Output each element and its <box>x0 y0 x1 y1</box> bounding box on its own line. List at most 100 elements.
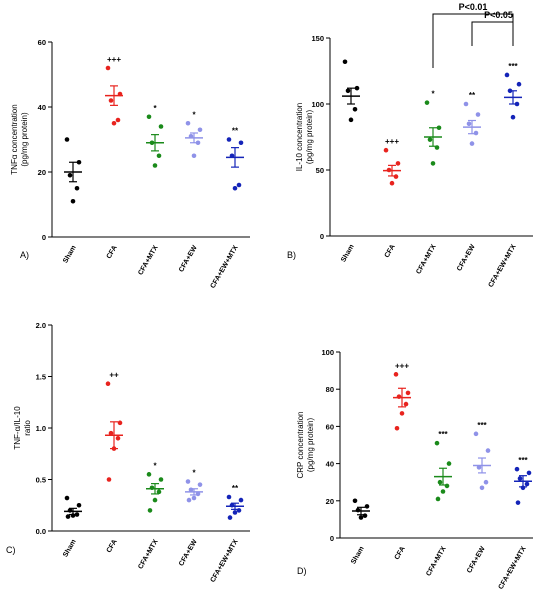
data-point <box>430 161 436 166</box>
y-tick-label: 80 <box>326 385 334 394</box>
series-Sham: Sham <box>350 498 370 566</box>
data-point <box>473 130 479 136</box>
category-label: Sham <box>62 539 78 559</box>
significance-label: +++ <box>385 137 399 146</box>
series-CFA+MTX: * CFA+MTX <box>137 104 164 276</box>
category-label: CFA+MTX <box>137 538 160 570</box>
data-point <box>67 172 73 178</box>
series-CFA+EW: ** CFA+EW <box>456 91 481 272</box>
panel-1: 0 20 40 60 TNFα concentration(pg/mg protein)… <box>10 38 250 290</box>
data-point <box>514 466 520 472</box>
data-point <box>76 159 82 165</box>
y-tick-label: 0 <box>330 534 334 543</box>
data-point <box>236 508 242 513</box>
y-tick-label: 40 <box>38 103 46 112</box>
data-point <box>446 461 452 466</box>
data-point <box>395 161 401 166</box>
series-CFA+MTX: *** CFA+MTX <box>425 430 452 577</box>
data-point <box>74 512 80 517</box>
data-point <box>238 140 244 146</box>
data-point <box>64 137 70 142</box>
p-value-label: P<0.01 <box>459 2 488 12</box>
data-point <box>444 483 450 489</box>
significance-label: ** <box>232 127 239 136</box>
category-label: CFA+MTX <box>137 244 160 276</box>
significance-label: *** <box>518 456 528 465</box>
y-tick-label: 1.0 <box>36 424 46 433</box>
data-point <box>76 502 82 508</box>
data-point <box>65 514 71 519</box>
data-point <box>147 508 153 513</box>
data-point <box>111 120 117 126</box>
data-point <box>158 124 164 129</box>
data-point <box>515 500 521 505</box>
data-point <box>195 491 201 497</box>
significance-label: *** <box>508 62 518 71</box>
y-tick-label: 150 <box>311 34 324 43</box>
series-CFA+EW+MTX: ** CFA+EW+MTX <box>210 484 244 584</box>
y-tick-label: 60 <box>38 38 46 47</box>
data-point <box>115 117 121 123</box>
y-axis-title-line2: (pg/mg protein) <box>20 112 29 167</box>
data-point <box>191 495 197 501</box>
data-point <box>393 372 399 377</box>
data-point <box>352 498 358 504</box>
series-CFA+EW+MTX: *** CFA+EW+MTX <box>488 62 522 289</box>
data-point <box>115 436 121 441</box>
panel-3: 0.0 0.5 1.0 1.5 2.0 TNF-α/IL-10ratio C) Sham ++ C… <box>6 321 250 584</box>
category-label: Sham <box>62 245 78 265</box>
data-point <box>436 125 442 131</box>
comparison-bracket: P<0.05 <box>471 10 514 46</box>
data-point <box>469 141 475 146</box>
bracket-line <box>471 21 514 46</box>
data-point <box>475 112 481 117</box>
data-point <box>232 510 238 515</box>
series-CFA+MTX: * CFA+MTX <box>415 90 442 275</box>
series-Sham: Sham <box>340 59 360 264</box>
category-label: CFA <box>394 546 407 562</box>
y-axis-title-line1: TNF-α/IL-10 <box>13 406 22 450</box>
panel-label: D) <box>297 566 307 576</box>
significance-label: *** <box>477 421 487 430</box>
y-axis-title: IL-10 concentration(pg/mg protein) <box>295 103 314 172</box>
data-point <box>435 496 441 502</box>
data-point <box>149 140 155 146</box>
series-CFA+EW+MTX: *** CFA+EW+MTX <box>498 456 532 591</box>
data-point <box>146 114 152 120</box>
category-label: CFA+EW <box>466 545 487 574</box>
y-tick-label: 60 <box>326 422 334 431</box>
series-Sham: Sham <box>62 137 82 265</box>
data-point <box>473 431 479 437</box>
category-label: CFA+EW <box>456 243 477 272</box>
data-point <box>517 476 523 481</box>
data-point <box>396 394 402 399</box>
data-point <box>485 448 491 453</box>
panel-4: 0 20 40 60 80 100 CRP concentration(pg/mg prot… <box>296 348 533 591</box>
series-CFA: +++ CFA <box>393 361 411 561</box>
series-CFA+EW+MTX: ** CFA+EW+MTX <box>210 127 244 290</box>
data-point <box>156 489 162 495</box>
data-point <box>186 497 192 503</box>
data-point <box>106 477 112 482</box>
data-point <box>437 479 443 485</box>
data-point <box>146 472 152 477</box>
data-point <box>342 59 348 65</box>
data-point <box>479 485 485 491</box>
category-label: Sham <box>340 244 356 264</box>
category-label: CFA <box>384 244 397 260</box>
category-label: CFA+EW+MTX <box>210 538 240 584</box>
significance-label: *** <box>438 430 448 439</box>
data-point <box>185 479 191 484</box>
y-axis-title-line2: ratio <box>23 420 32 436</box>
series-CFA: +++ CFA <box>383 137 401 259</box>
data-point <box>399 411 405 416</box>
significance-label: * <box>192 110 196 119</box>
data-point <box>152 497 158 503</box>
data-point <box>463 101 469 107</box>
data-point <box>117 91 123 97</box>
data-point <box>105 381 111 387</box>
series-CFA+EW: * CFA+EW <box>178 469 203 567</box>
data-point <box>188 487 194 493</box>
data-point <box>383 147 389 153</box>
